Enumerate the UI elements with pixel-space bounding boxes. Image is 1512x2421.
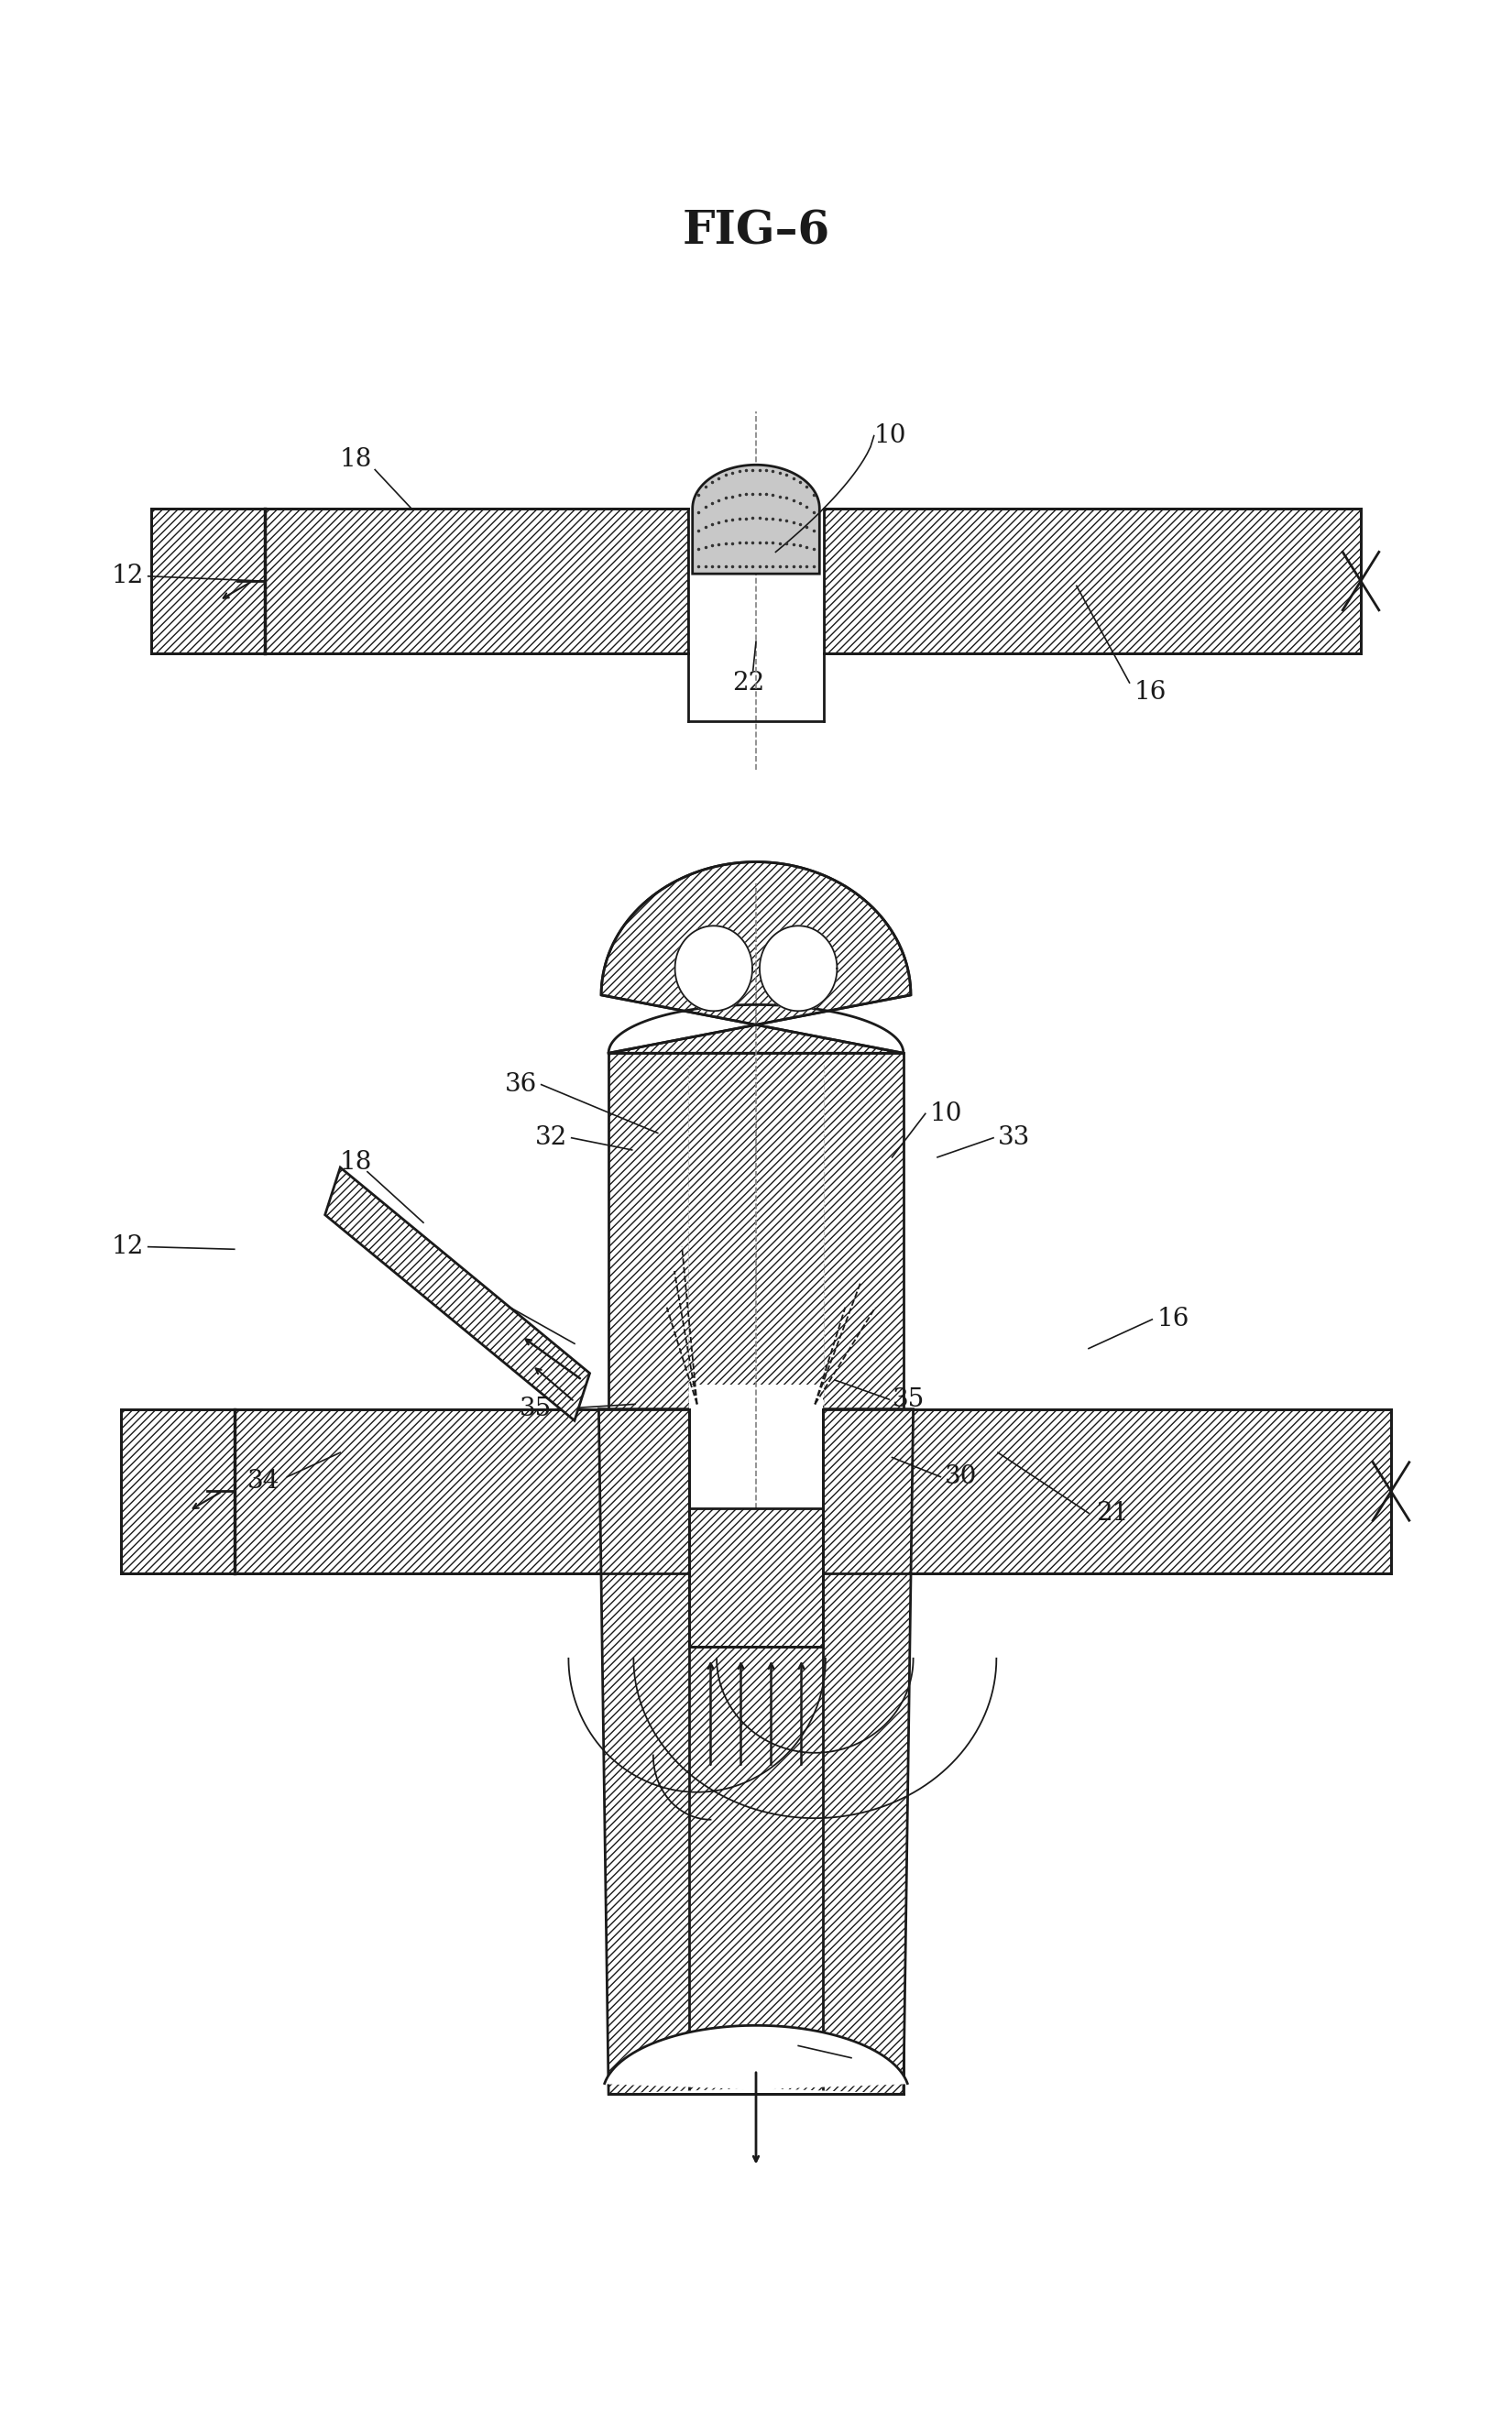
Text: 36: 36 (505, 1073, 537, 1097)
Polygon shape (599, 1409, 913, 2094)
Text: 38: 38 (854, 2058, 886, 2082)
Text: 18: 18 (339, 448, 372, 472)
Text: 10: 10 (874, 424, 907, 448)
Polygon shape (602, 862, 910, 1053)
Text: 32: 32 (535, 1126, 567, 1150)
Polygon shape (823, 1409, 1391, 1574)
Text: 21: 21 (1096, 1501, 1128, 1525)
Polygon shape (121, 1409, 689, 1574)
Text: 10: 10 (930, 1102, 963, 1126)
Polygon shape (608, 1053, 904, 2094)
Polygon shape (759, 925, 838, 1012)
Text: 12: 12 (112, 1235, 144, 1259)
Polygon shape (602, 862, 910, 1053)
Polygon shape (689, 1508, 823, 2094)
Text: 12: 12 (112, 564, 144, 588)
Text: 30: 30 (945, 1465, 977, 1489)
Text: 34: 34 (248, 1470, 280, 1494)
Polygon shape (325, 1167, 590, 1421)
Text: 35: 35 (520, 1397, 552, 1421)
Text: 16: 16 (1157, 1307, 1188, 1332)
Polygon shape (605, 2026, 907, 2094)
Polygon shape (151, 508, 688, 654)
Bar (688, 479, 824, 721)
Polygon shape (674, 925, 753, 1012)
Text: 20: 20 (452, 1283, 484, 1307)
Polygon shape (692, 465, 820, 574)
Text: FIG–6: FIG–6 (682, 208, 830, 254)
Text: 18: 18 (339, 1150, 372, 1174)
Text: 33: 33 (998, 1126, 1030, 1150)
Polygon shape (824, 508, 1361, 654)
Text: 22: 22 (732, 671, 765, 695)
Text: FIG–3: FIG–3 (682, 966, 830, 1012)
Polygon shape (759, 925, 838, 1012)
Polygon shape (608, 1005, 904, 1053)
Bar (689, 1385, 823, 1646)
Text: 35: 35 (892, 1387, 924, 1411)
Text: 16: 16 (1134, 680, 1166, 705)
Polygon shape (674, 925, 753, 1012)
